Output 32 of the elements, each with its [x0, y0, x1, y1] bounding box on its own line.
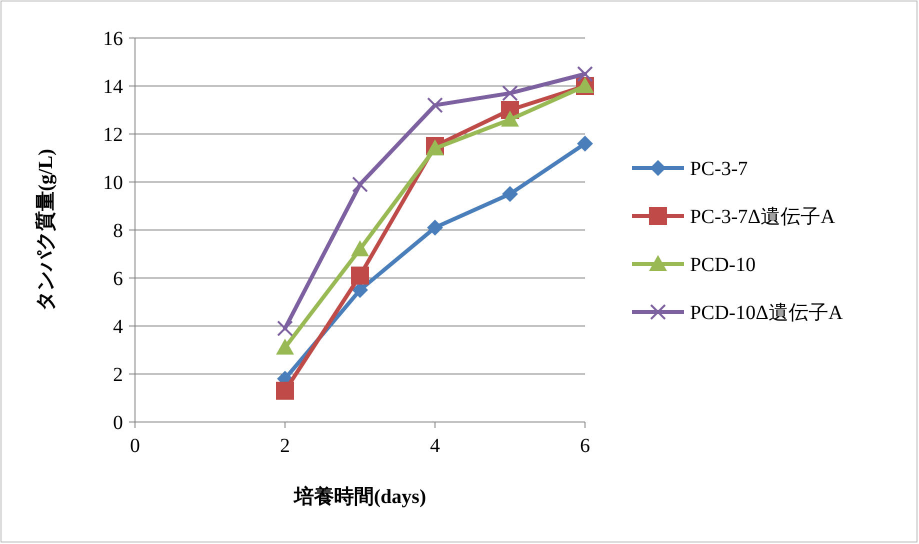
- y-tick-label: 10: [103, 172, 123, 194]
- legend-label: PCD-10Δ遺伝子A: [690, 302, 844, 324]
- x-axis-title: 培養時間(days): [292, 485, 426, 508]
- y-tick-label: 6: [113, 268, 123, 290]
- point: [276, 382, 294, 400]
- legend-label: PCD-10: [690, 254, 756, 276]
- x-tick-label: 2: [280, 435, 290, 457]
- point: [351, 240, 369, 256]
- legend-label: PC-3-7: [690, 158, 748, 180]
- point: [501, 110, 519, 127]
- point: [277, 320, 293, 336]
- y-tick-label: 14: [103, 76, 123, 98]
- point: [351, 266, 369, 285]
- y-tick-label: 16: [103, 28, 123, 50]
- point: [427, 220, 443, 236]
- y-axis-title: タンパク質量(g/L): [34, 148, 57, 312]
- point: [577, 66, 593, 82]
- x-tick-label: 6: [580, 435, 590, 457]
- y-tick-label: 12: [103, 124, 123, 146]
- x-tick-label: 0: [130, 435, 140, 457]
- y-tick-label: 2: [113, 364, 123, 386]
- point: [352, 176, 368, 192]
- point: [427, 97, 443, 114]
- point: [502, 186, 518, 202]
- y-tick-label: 0: [113, 412, 123, 434]
- point: [577, 136, 593, 152]
- y-tick-label: 8: [113, 220, 123, 242]
- x-tick-label: 4: [430, 435, 440, 457]
- point: [276, 338, 294, 355]
- legend-label: PC-3-7Δ遺伝子A: [690, 206, 836, 228]
- point: [502, 85, 518, 102]
- y-tick-label: 4: [113, 316, 123, 338]
